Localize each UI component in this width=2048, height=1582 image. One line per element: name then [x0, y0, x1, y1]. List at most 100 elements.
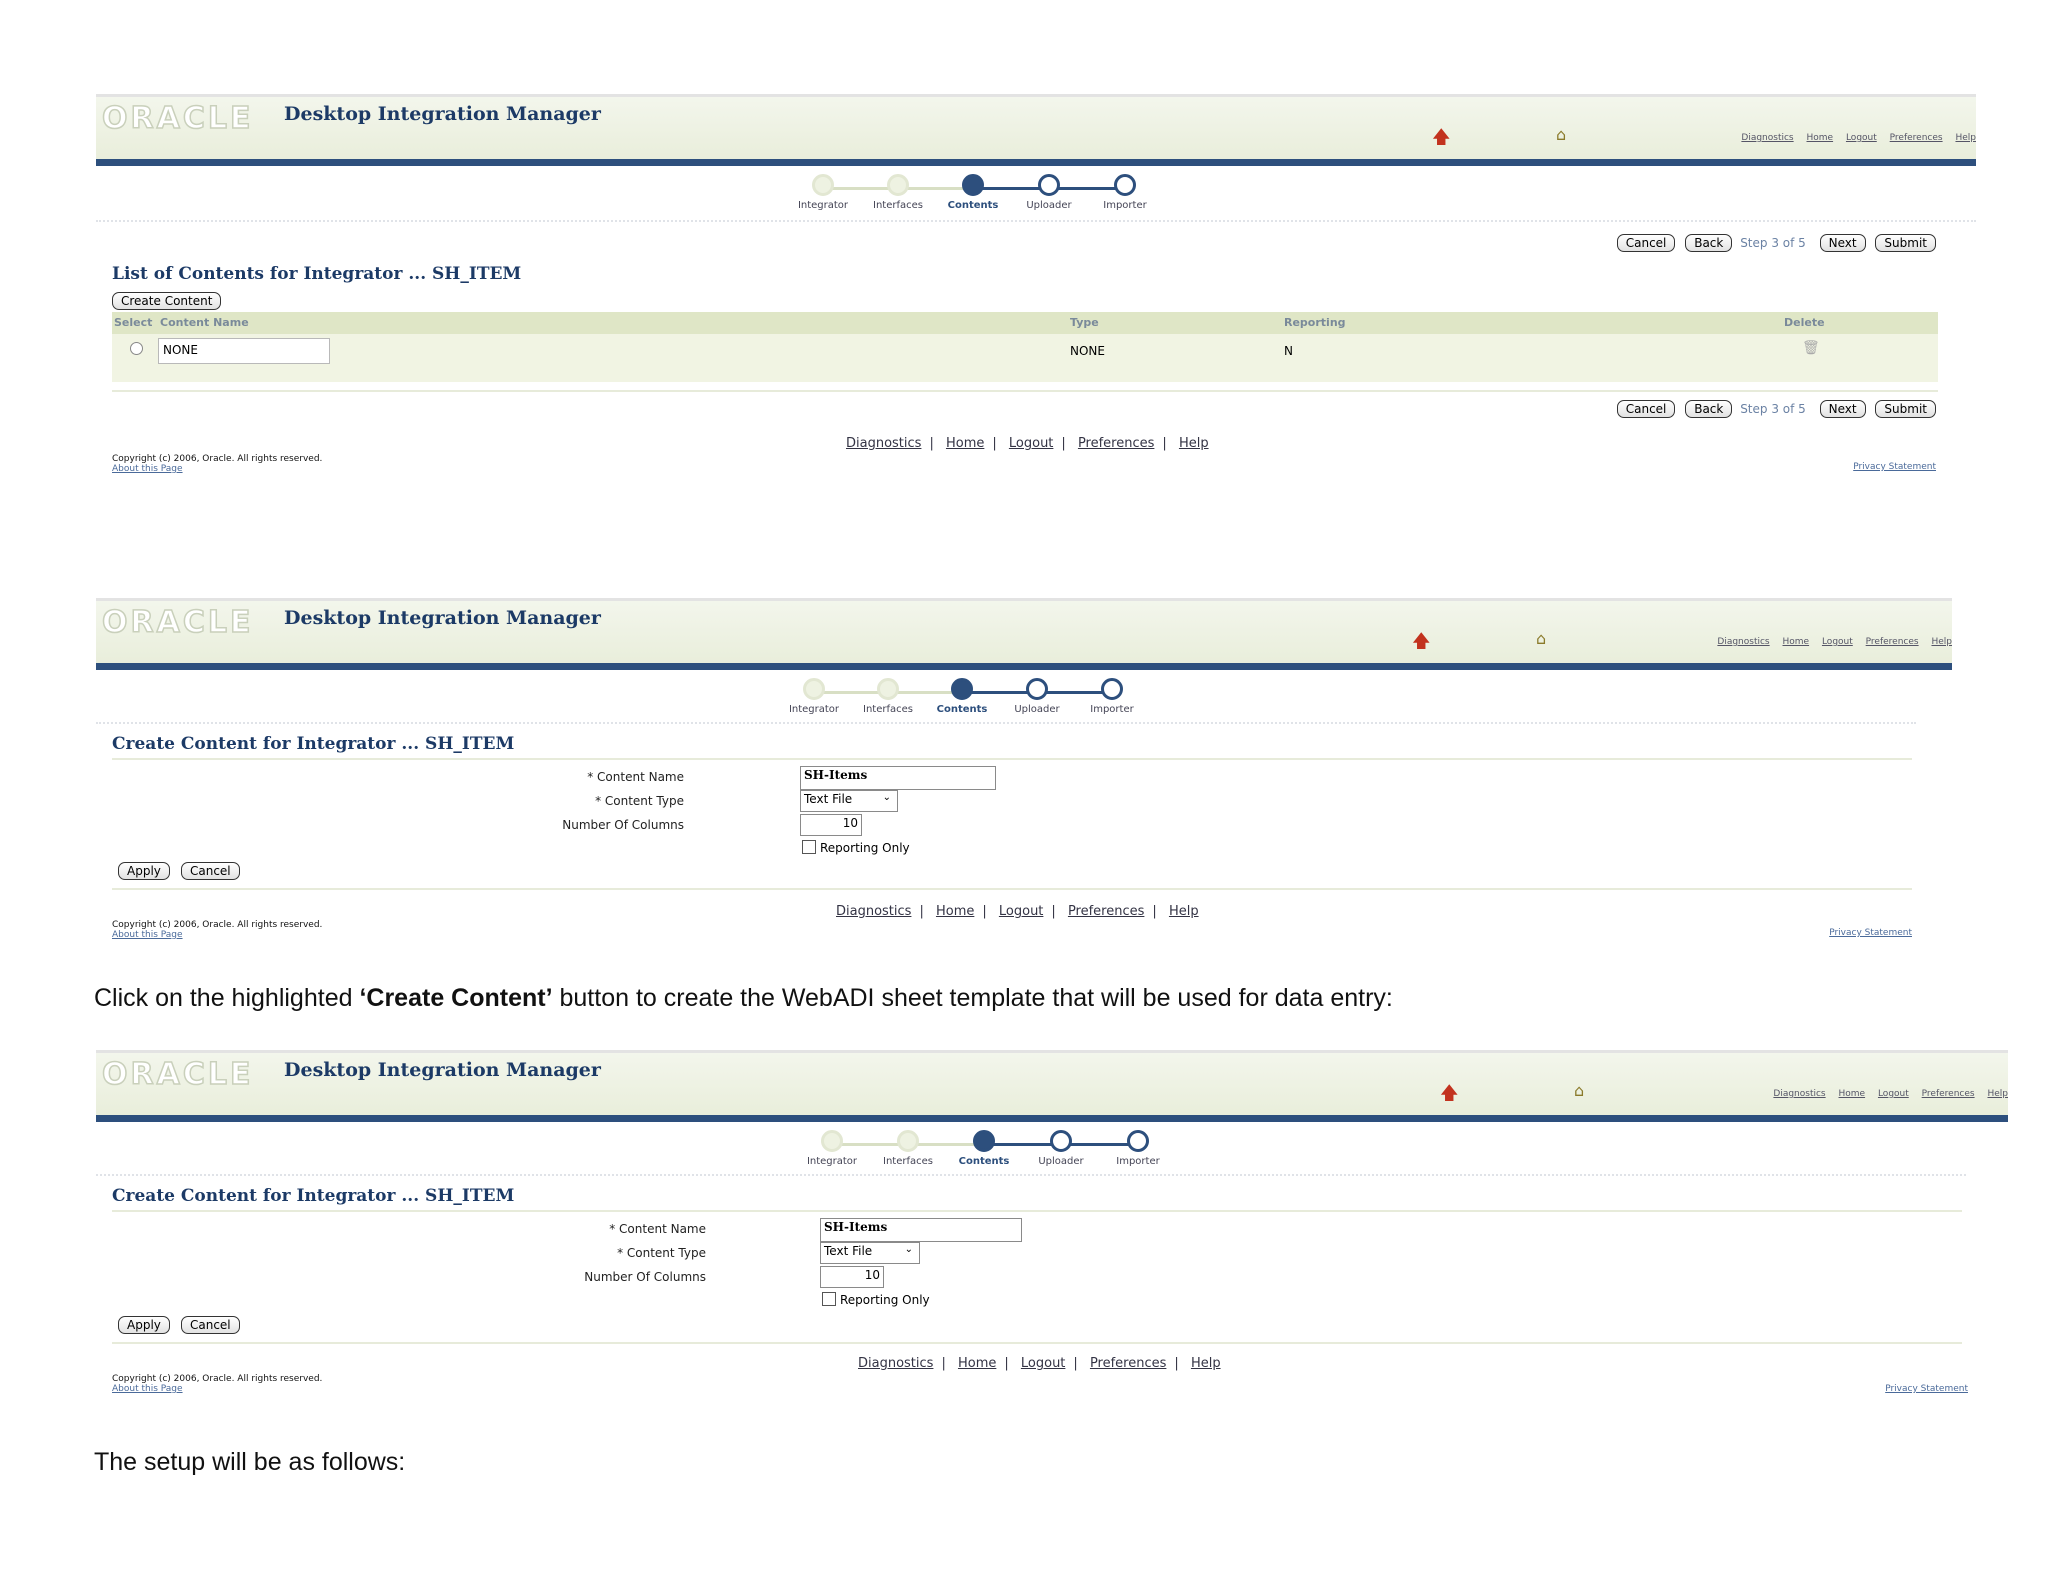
footer-link-logout[interactable]: Logout — [998, 904, 1044, 919]
footer-link-help[interactable]: Help — [1168, 904, 1199, 919]
global-link-help[interactable]: Help — [1931, 637, 1952, 647]
col-delete: Delete — [1784, 316, 1825, 329]
global-link-diagnostics[interactable]: Diagnostics — [1717, 637, 1770, 647]
cancel-button[interactable]: Cancel — [180, 862, 240, 880]
arrow-up-icon[interactable]: 🡅 — [1412, 631, 1431, 652]
page-title: Create Content for Integrator ... SH_ITE… — [112, 1186, 515, 1206]
form-bottom-rule — [112, 888, 1912, 890]
home-icon[interactable]: ⌂ — [1556, 125, 1567, 144]
privacy-statement-link[interactable]: Privacy Statement — [1853, 462, 1936, 472]
back-button[interactable]: Back — [1685, 234, 1733, 252]
footer-link-home[interactable]: Home — [957, 1356, 997, 1371]
footer-link-preferences[interactable]: Preferences — [1067, 904, 1145, 919]
privacy-statement-link[interactable]: Privacy Statement — [1829, 928, 1912, 938]
train-step-integrator[interactable]: Integrator — [793, 174, 853, 211]
cancel-button[interactable]: Cancel — [1616, 234, 1676, 252]
train-step-uploader: Uploader — [1031, 1130, 1091, 1167]
footer-link-home[interactable]: Home — [945, 436, 985, 451]
submit-button[interactable]: Submit — [1875, 400, 1936, 418]
train-step-uploader: Uploader — [1019, 174, 1079, 211]
global-link-logout[interactable]: Logout — [1845, 133, 1877, 143]
train-step-integrator[interactable]: Integrator — [784, 678, 844, 715]
trash-icon[interactable]: 🗑 — [1802, 340, 1820, 356]
checkbox-icon[interactable] — [802, 840, 816, 854]
arrow-up-icon[interactable]: 🡅 — [1440, 1083, 1459, 1104]
row-select-radio[interactable] — [130, 342, 143, 355]
about-this-page-link[interactable]: About this Page — [112, 464, 183, 474]
next-button[interactable]: Next — [1819, 400, 1866, 418]
cancel-button[interactable]: Cancel — [1616, 400, 1676, 418]
privacy-statement-link[interactable]: Privacy Statement — [1885, 1384, 1968, 1394]
content-name-input[interactable]: SH-Items — [800, 766, 996, 790]
global-link-home[interactable]: Home — [1838, 1089, 1866, 1099]
footer-link-preferences[interactable]: Preferences — [1077, 436, 1155, 451]
global-link-home[interactable]: Home — [1806, 133, 1834, 143]
reporting-only-checkbox[interactable]: Reporting Only — [822, 1292, 930, 1307]
submit-button[interactable]: Submit — [1875, 234, 1936, 252]
title-rule — [112, 1210, 1962, 1212]
content-name-label: * Content Name — [609, 1222, 706, 1236]
apply-button[interactable]: Apply — [118, 1316, 170, 1334]
train-step-integrator[interactable]: Integrator — [802, 1130, 862, 1167]
home-icon[interactable]: ⌂ — [1536, 629, 1547, 648]
app-title: Desktop Integration Manager — [284, 607, 601, 629]
footer-link-diagnostics[interactable]: Diagnostics — [858, 1356, 934, 1371]
home-icon[interactable]: ⌂ — [1574, 1081, 1585, 1100]
page-title: List of Contents for Integrator ... SH_I… — [112, 264, 522, 284]
content-type-select[interactable]: Text File ⌄ — [820, 1242, 920, 1264]
checkbox-icon[interactable] — [822, 1292, 836, 1306]
global-link-logout[interactable]: Logout — [1877, 1089, 1909, 1099]
global-link-help[interactable]: Help — [1987, 1089, 2008, 1099]
global-links: Diagnostics Home Logout Preferences Help — [1763, 1089, 2008, 1099]
next-button[interactable]: Next — [1819, 234, 1866, 252]
footer-link-diagnostics[interactable]: Diagnostics — [846, 436, 922, 451]
global-link-help[interactable]: Help — [1955, 133, 1976, 143]
content-type-select[interactable]: Text File ⌄ — [800, 790, 898, 812]
apply-button[interactable]: Apply — [118, 862, 170, 880]
row-type: NONE — [1070, 344, 1105, 358]
footer-link-help[interactable]: Help — [1178, 436, 1209, 451]
oracle-logo: ORACLE — [101, 1056, 254, 1093]
cancel-button[interactable]: Cancel — [180, 1316, 240, 1334]
nav-buttons-top: Cancel Back Step 3 of 5 Next Submit — [1611, 234, 1936, 252]
train-step-interfaces[interactable]: Interfaces — [878, 1130, 938, 1167]
train-step-contents: Contents — [943, 174, 1003, 211]
nav-buttons-bottom: Cancel Back Step 3 of 5 Next Submit — [1611, 400, 1936, 418]
global-link-diagnostics[interactable]: Diagnostics — [1773, 1089, 1826, 1099]
form-bottom-rule — [112, 1342, 1962, 1344]
global-link-diagnostics[interactable]: Diagnostics — [1741, 133, 1794, 143]
page-title: Create Content for Integrator ... SH_ITE… — [112, 734, 515, 754]
number-of-columns-input[interactable]: 10 — [820, 1266, 884, 1288]
global-link-home[interactable]: Home — [1782, 637, 1810, 647]
footer-link-help[interactable]: Help — [1190, 1356, 1221, 1371]
back-button[interactable]: Back — [1685, 400, 1733, 418]
title-rule — [112, 758, 1912, 760]
content-name-field[interactable]: NONE — [158, 338, 330, 364]
footer-link-diagnostics[interactable]: Diagnostics — [836, 904, 912, 919]
instruction-text: Click on the highlighted ‘Create Content… — [94, 984, 1393, 1012]
about-this-page-link[interactable]: About this Page — [112, 1384, 183, 1394]
global-link-preferences[interactable]: Preferences — [1889, 133, 1943, 143]
content-name-label: * Content Name — [587, 770, 684, 784]
footer-link-logout[interactable]: Logout — [1008, 436, 1054, 451]
number-of-columns-input[interactable]: 10 — [800, 814, 862, 836]
footer-link-preferences[interactable]: Preferences — [1089, 1356, 1167, 1371]
train-navigation: Integrator Interfaces Contents Uploader … — [96, 670, 1952, 730]
train-step-interfaces[interactable]: Interfaces — [868, 174, 928, 211]
footer-link-logout[interactable]: Logout — [1020, 1356, 1066, 1371]
create-content-button[interactable]: Create Content — [112, 292, 222, 310]
global-link-logout[interactable]: Logout — [1821, 637, 1853, 647]
footer-link-home[interactable]: Home — [935, 904, 975, 919]
global-link-preferences[interactable]: Preferences — [1921, 1089, 1975, 1099]
train-step-interfaces[interactable]: Interfaces — [858, 678, 918, 715]
train-step-importer: Importer — [1095, 174, 1155, 211]
chevron-down-icon: ⌄ — [882, 792, 891, 803]
page-header: ORACLE Desktop Integration Manager 🡅 ⌂ D… — [96, 94, 1976, 159]
global-link-preferences[interactable]: Preferences — [1865, 637, 1919, 647]
arrow-up-icon[interactable]: 🡅 — [1432, 127, 1451, 148]
about-this-page-link[interactable]: About this Page — [112, 930, 183, 940]
reporting-only-checkbox[interactable]: Reporting Only — [802, 840, 910, 855]
number-of-columns-label: Number Of Columns — [584, 1270, 706, 1284]
content-name-input[interactable]: SH-Items — [820, 1218, 1022, 1242]
step-indicator: Step 3 of 5 — [1740, 236, 1806, 250]
